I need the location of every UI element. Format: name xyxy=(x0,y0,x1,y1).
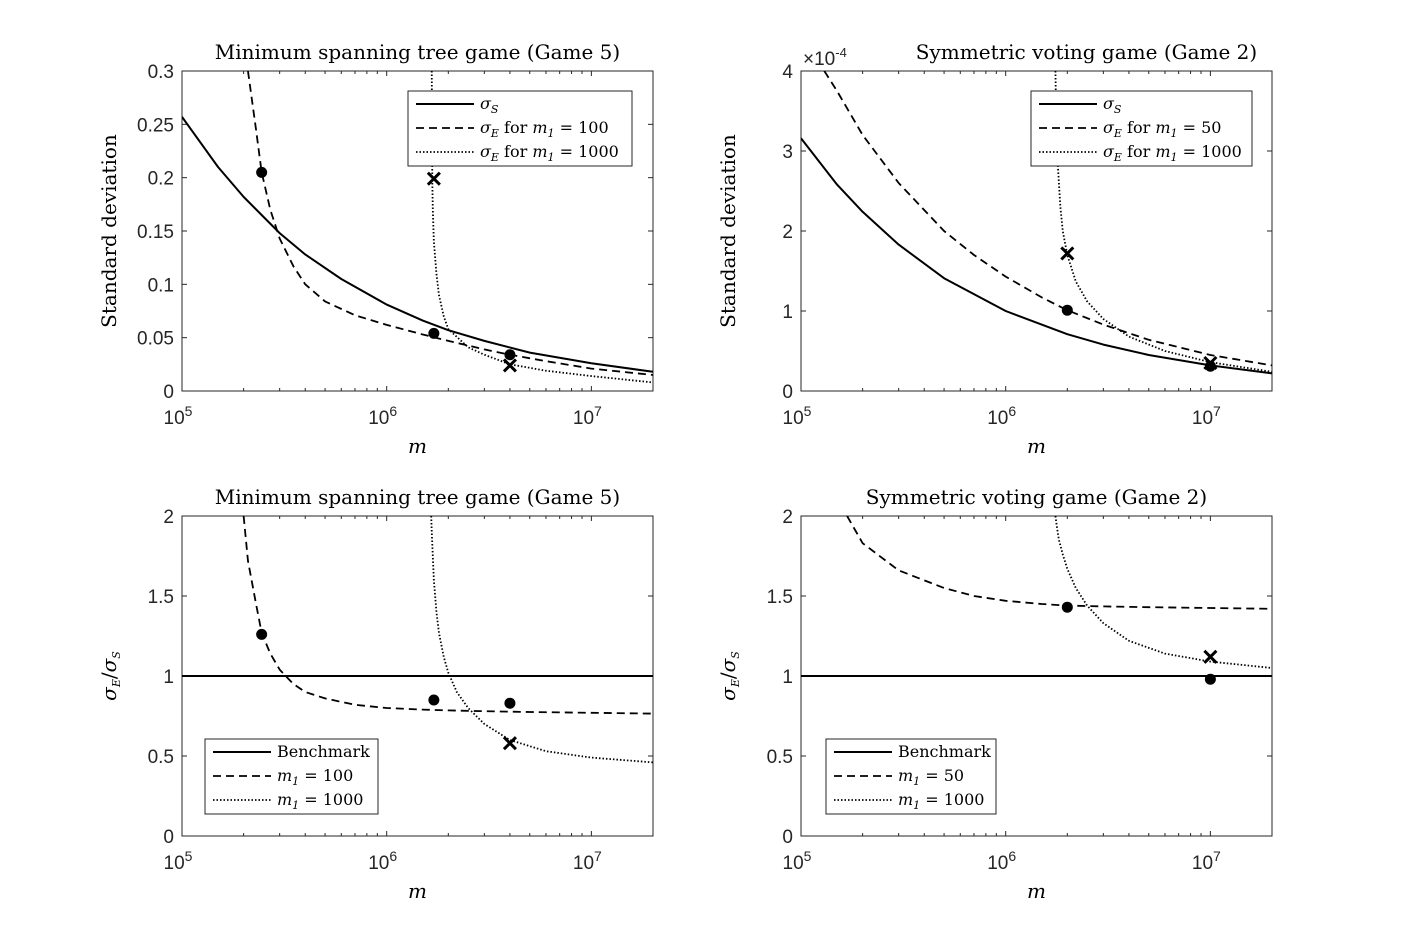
y-axis-label: Standard deviation xyxy=(716,134,740,328)
cross-marker xyxy=(1060,246,1075,261)
y-tick-label: 2 xyxy=(782,222,793,243)
dot-marker xyxy=(256,166,268,178)
y-tick-label: 1.5 xyxy=(148,587,174,608)
chart-p3: 0 0.5 1 1.5 2 105 106 107 Minimum spanning tree … xyxy=(97,485,654,903)
series-line-dashed xyxy=(846,516,1272,610)
chart-title: Minimum spanning tree game (Game 5) xyxy=(215,40,620,64)
chart-p1: 0 0.05 0.1 0.15 0.2 0.25 0.3 105 106 107 Minimum s… xyxy=(97,40,654,458)
x-tick-label: 105 xyxy=(164,403,193,429)
y-tick-label: 0.5 xyxy=(148,747,174,768)
dot-marker xyxy=(504,697,516,709)
y-tick-label: 0 xyxy=(782,382,793,403)
legend-label: σE​ for m1​ = 1000 xyxy=(1103,142,1242,164)
x-tick-label: 106 xyxy=(368,403,397,429)
legend-label: m1​ = 100 xyxy=(277,766,353,788)
y-tick-label: 0 xyxy=(163,382,174,403)
legend-label: Benchmark xyxy=(898,742,991,761)
legend-label: Benchmark xyxy=(277,742,370,761)
series-line-dotted xyxy=(430,516,653,764)
x-tick-label: 105 xyxy=(783,403,812,429)
series-line-dashed xyxy=(242,516,653,715)
y-tick-label: 0.1 xyxy=(148,275,174,296)
x-tick-label: 107 xyxy=(1192,403,1221,429)
y-tick-label: 2 xyxy=(782,507,793,528)
series-group xyxy=(182,71,653,384)
series-group xyxy=(182,516,653,764)
y-tick-label: 4 xyxy=(782,62,793,83)
x-tick-label: 106 xyxy=(987,848,1016,874)
legend-label: m1​ = 1000 xyxy=(898,790,984,812)
y-tick-label: 3 xyxy=(782,142,793,163)
y-tick-label: 0.25 xyxy=(137,115,174,136)
legend-label: m1​ = 1000 xyxy=(277,790,363,812)
dot-marker xyxy=(428,327,440,339)
chart-title: Symmetric voting game (Game 2) xyxy=(866,485,1207,509)
x-tick-label: 106 xyxy=(987,403,1016,429)
series-line-dotted xyxy=(1054,516,1272,669)
y-tick-label: 0.5 xyxy=(767,747,793,768)
x-tick-label: 105 xyxy=(783,848,812,874)
y-tick-label: 2 xyxy=(163,507,174,528)
chart-title: Minimum spanning tree game (Game 5) xyxy=(215,485,620,509)
y-axis-label: σE​/σS​ xyxy=(716,651,742,701)
chart-p2: 0 1 2 3 4 105 106 107 ×10-4 Symmetric voting game… xyxy=(716,40,1273,458)
x-tick-label: 106 xyxy=(368,848,397,874)
y-tick-label: 1 xyxy=(782,302,793,323)
y-tick-label: 1.5 xyxy=(767,587,793,608)
y-tick-label: 0.15 xyxy=(137,222,174,243)
chart-p4: 0 0.5 1 1.5 2 105 106 107 Symmetric voting game … xyxy=(716,485,1273,903)
cross-marker xyxy=(502,736,517,751)
dot-marker xyxy=(1204,360,1216,372)
dot-marker xyxy=(428,694,440,706)
y-tick-label: 0.05 xyxy=(137,329,174,350)
y-tick-label: 0 xyxy=(163,827,174,848)
x-tick-label: 107 xyxy=(1192,848,1221,874)
dot-marker xyxy=(1061,304,1073,316)
series-group xyxy=(801,516,1272,677)
series-line-dotted xyxy=(430,71,653,384)
cross-marker xyxy=(502,358,517,373)
x-tick-label: 107 xyxy=(573,403,602,429)
series-line-solid xyxy=(801,137,1272,375)
y-tick-label: 0.3 xyxy=(148,62,174,83)
series-group xyxy=(801,71,1272,375)
legend-label: σE​ for m1​ = 1000 xyxy=(480,142,619,164)
x-axis-label: m xyxy=(408,434,427,458)
cross-marker xyxy=(1203,355,1218,371)
y-exponent-label: ×10-4 xyxy=(803,45,847,70)
x-tick-label: 107 xyxy=(573,848,602,874)
legend-label: σE​ for m1​ = 50 xyxy=(1103,118,1221,140)
y-axis-label: Standard deviation xyxy=(97,134,121,328)
legend-label: σS​ xyxy=(1103,94,1122,116)
series-line-solid xyxy=(182,116,653,373)
legend-label: m1​ = 50 xyxy=(898,766,964,788)
y-tick-label: 1 xyxy=(782,667,793,688)
cross-marker xyxy=(1203,649,1218,664)
dot-marker xyxy=(1204,673,1216,685)
legend-label: σS​ xyxy=(480,94,499,116)
x-tick-label: 105 xyxy=(164,848,193,874)
x-axis-label: m xyxy=(408,879,427,903)
x-axis-label: m xyxy=(1027,879,1046,903)
legend-label: σE​ for m1​ = 100 xyxy=(480,118,609,140)
series-line-dashed xyxy=(823,71,1272,367)
y-tick-label: 0.2 xyxy=(148,169,174,190)
series-line-dotted xyxy=(1054,71,1272,373)
dot-marker xyxy=(256,628,268,640)
x-axis-label: m xyxy=(1027,434,1046,458)
y-tick-label: 0 xyxy=(782,827,793,848)
dot-marker xyxy=(504,349,516,361)
y-tick-label: 1 xyxy=(163,667,174,688)
y-axis-label: σE​/σS​ xyxy=(97,651,123,701)
cross-marker xyxy=(426,171,441,186)
chart-title: Symmetric voting game (Game 2) xyxy=(916,40,1257,64)
dot-marker xyxy=(1061,601,1073,613)
